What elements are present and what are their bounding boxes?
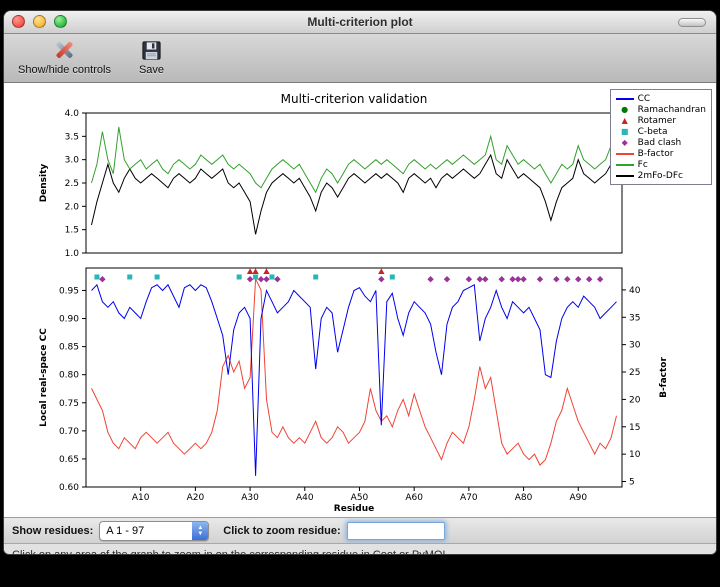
save-button[interactable]: Save xyxy=(135,36,168,77)
legend-line-swatch xyxy=(614,93,636,104)
save-icon xyxy=(140,37,163,63)
show-hide-controls-button[interactable]: Show/hide controls xyxy=(14,36,115,77)
status-text: Click on any area of the graph to zoom i… xyxy=(12,548,452,555)
svg-text:A10: A10 xyxy=(132,493,150,503)
controls-bar: Show residues: A 1 - 97 ▲ ▼ Click to zoom… xyxy=(4,517,716,543)
save-label: Save xyxy=(138,64,165,76)
svg-text:3.5: 3.5 xyxy=(65,132,79,142)
legend-line-swatch xyxy=(614,170,636,181)
residue-range-select[interactable]: A 1 - 97 ▲ ▼ xyxy=(99,520,210,541)
svg-text:20: 20 xyxy=(629,395,641,405)
toolbar: Show/hide controls Save xyxy=(4,34,716,83)
svg-text:0.75: 0.75 xyxy=(59,399,79,409)
show-hide-controls-icon xyxy=(51,37,77,63)
svg-text:Residue: Residue xyxy=(334,504,374,512)
svg-text:15: 15 xyxy=(629,423,640,433)
svg-text:3.0: 3.0 xyxy=(65,156,80,166)
legend-item: 2mFo-DFc xyxy=(614,170,706,181)
zoom-button[interactable] xyxy=(54,15,67,28)
legend-label: Bad clash xyxy=(637,137,682,148)
status-bar: Click on any area of the graph to zoom i… xyxy=(4,543,716,555)
legend-label: CC xyxy=(637,93,651,104)
svg-text:Multi-criterion validation: Multi-criterion validation xyxy=(281,92,428,106)
legend-circle-icon: ● xyxy=(621,105,629,114)
app-window: Multi-criterion plot Show/hide controls xyxy=(3,10,717,555)
svg-text:A30: A30 xyxy=(241,493,259,503)
svg-text:A40: A40 xyxy=(296,493,314,503)
multi-criterion-plot[interactable]: Multi-criterion validation 1.0 1.5 2.0 2.5 3.… xyxy=(4,83,717,514)
legend-line-swatch xyxy=(614,159,636,170)
legend-item: ● Ramachandran xyxy=(614,104,706,115)
legend-label: 2mFo-DFc xyxy=(637,170,683,181)
legend-line-swatch xyxy=(614,148,636,159)
svg-text:40: 40 xyxy=(629,286,641,296)
svg-text:0.90: 0.90 xyxy=(59,315,79,325)
svg-text:A90: A90 xyxy=(569,493,587,503)
legend-diamond-icon: ◆ xyxy=(621,138,628,147)
legend-item: ■ C-beta xyxy=(614,126,706,137)
close-button[interactable] xyxy=(12,15,25,28)
legend-item: Fc xyxy=(614,159,706,170)
svg-text:5: 5 xyxy=(629,478,635,488)
residue-range-value: A 1 - 97 xyxy=(106,524,145,537)
zoom-residue-input[interactable] xyxy=(346,521,445,540)
svg-text:30: 30 xyxy=(629,341,641,351)
zoom-residue-label: Click to zoom residue: xyxy=(223,524,341,537)
stepper-arrows-icon: ▲ ▼ xyxy=(192,521,209,540)
legend-item: ◆ Bad clash xyxy=(614,137,706,148)
legend-label: Rotamer xyxy=(637,115,677,126)
svg-text:10: 10 xyxy=(629,450,641,460)
svg-text:35: 35 xyxy=(629,313,640,323)
legend-triangle-icon: ▲ xyxy=(621,116,628,125)
svg-text:1.0: 1.0 xyxy=(65,249,80,259)
svg-text:0.85: 0.85 xyxy=(59,343,79,353)
title-bar: Multi-criterion plot xyxy=(4,11,716,34)
svg-text:0.70: 0.70 xyxy=(59,427,79,437)
svg-text:2.0: 2.0 xyxy=(65,202,80,212)
show-residues-label: Show residues: xyxy=(12,524,94,537)
plot-legend: CC ● Ramachandran ▲ Rotamer ■ C-beta ◆ Bad clash… xyxy=(609,89,712,185)
svg-text:4.0: 4.0 xyxy=(65,109,80,119)
toolbar-toggle-button[interactable] xyxy=(678,18,706,27)
svg-text:0.95: 0.95 xyxy=(59,286,79,296)
legend-label: C-beta xyxy=(637,126,668,137)
svg-text:A20: A20 xyxy=(187,493,205,503)
legend-square-icon: ■ xyxy=(620,127,629,136)
svg-text:0.65: 0.65 xyxy=(59,455,79,465)
svg-text:A60: A60 xyxy=(405,493,423,503)
svg-text:0.60: 0.60 xyxy=(59,483,79,493)
svg-text:A70: A70 xyxy=(460,493,478,503)
svg-text:Local real-space CC: Local real-space CC xyxy=(39,328,49,427)
svg-text:2.5: 2.5 xyxy=(65,179,79,189)
svg-text:0.80: 0.80 xyxy=(59,371,79,381)
svg-text:1.5: 1.5 xyxy=(65,226,79,236)
legend-label: B-factor xyxy=(637,148,674,159)
svg-text:B-factor: B-factor xyxy=(659,357,669,398)
legend-item: ▲ Rotamer xyxy=(614,115,706,126)
legend-item: B-factor xyxy=(614,148,706,159)
plot-figure: Multi-criterion validation 1.0 1.5 2.0 2.5 3.… xyxy=(4,83,716,517)
svg-text:A50: A50 xyxy=(351,493,369,503)
legend-label: Fc xyxy=(637,159,648,170)
minimize-button[interactable] xyxy=(33,15,46,28)
legend-label: Ramachandran xyxy=(637,104,706,115)
svg-text:25: 25 xyxy=(629,368,640,378)
legend-item: CC xyxy=(614,93,706,104)
window-title: Multi-criterion plot xyxy=(307,15,413,29)
svg-text:Density: Density xyxy=(39,164,49,203)
show-hide-controls-label: Show/hide controls xyxy=(18,64,111,76)
traffic-lights xyxy=(12,15,67,28)
svg-text:A80: A80 xyxy=(515,493,533,503)
